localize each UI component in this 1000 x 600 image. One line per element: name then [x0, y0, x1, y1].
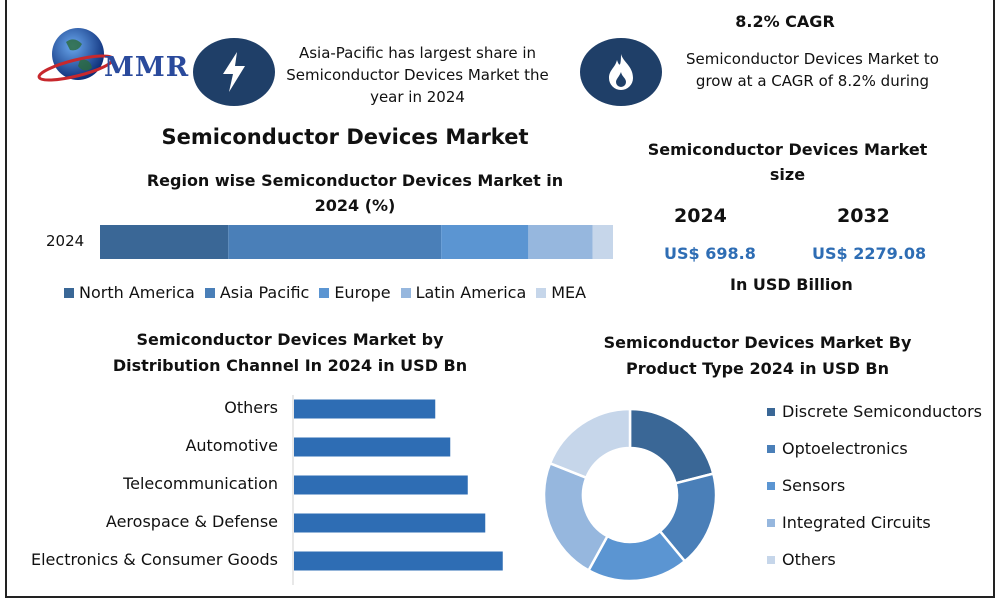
legend-swatch	[767, 444, 775, 453]
region-bar-segment-asia-pacific	[228, 225, 442, 259]
region-bar-segment-mea	[592, 225, 613, 259]
legend-label: Asia Pacific	[219, 283, 310, 302]
channel-chart-title: Semiconductor Devices Market by Distribu…	[112, 330, 468, 375]
flame-icon	[609, 54, 633, 90]
logo-text: MMR	[104, 52, 190, 83]
channel-label-electronics-and-consumer-goods: Electronics & Consumer Goods	[31, 550, 278, 569]
channel-label-automotive: Automotive	[185, 436, 278, 455]
channel-bar-automotive	[294, 437, 451, 457]
legend-label: Europe	[334, 283, 391, 302]
region-bar-segment-europe	[441, 225, 529, 259]
region-legend-item-mea: MEA	[536, 283, 586, 302]
cagr-text: Semiconductor Devices Market to grow at …	[685, 50, 939, 90]
legend-swatch	[767, 518, 775, 527]
header-left-text: Asia-Pacific has largest share in Semico…	[286, 44, 549, 106]
legend-label: Latin America	[415, 283, 527, 302]
region-bar-segment-north-america	[100, 225, 229, 259]
legend-swatch	[767, 555, 775, 564]
channel-bar-telecommunication	[294, 475, 468, 495]
region-bar-segment-latin-america	[528, 225, 593, 259]
market-size-title: Semiconductor Devices Market size	[647, 140, 928, 184]
region-legend-item-north-america: North America	[64, 283, 195, 302]
lightning-icon	[223, 52, 245, 92]
product-legend-item-sensors: Sensors	[767, 476, 845, 495]
legend-swatch	[536, 287, 547, 298]
cagr-title: 8.2% CAGR	[735, 12, 835, 31]
main-title: Semiconductor Devices Market	[161, 125, 529, 149]
legend-swatch	[767, 407, 775, 416]
legend-swatch	[400, 287, 411, 298]
region-legend-item-latin-america: Latin America	[400, 283, 527, 302]
market-size-year-2032: 2032	[837, 205, 890, 227]
legend-label: Integrated Circuits	[782, 513, 931, 532]
channel-category-labels: Others Automotive Telecommunication Aerospa…	[20, 395, 278, 585]
legend-label: Others	[782, 550, 836, 569]
region-legend-item-asia-pacific: Asia Pacific	[204, 283, 310, 302]
legend-label: Sensors	[782, 476, 846, 495]
market-size-year-2024: 2024	[674, 205, 727, 227]
region-chart-category: 2024	[46, 232, 85, 250]
lightning-icon-badge	[193, 38, 275, 106]
channel-label-aerospace-and-defense: Aerospace & Defense	[105, 512, 278, 531]
legend-label: North America	[79, 283, 195, 302]
infographic-frame	[5, 0, 995, 598]
market-size-value-2032: US$ 2279.08	[812, 244, 927, 263]
product-chart-title: Semiconductor Devices Market By Product …	[603, 333, 912, 378]
legend-label: Optoelectronics	[782, 439, 908, 458]
market-size-value-2024: US$ 698.8	[664, 244, 756, 263]
channel-label-others: Others	[224, 398, 278, 417]
region-stacked-bar	[100, 225, 613, 259]
legend-swatch	[767, 481, 775, 490]
product-donut-chart	[542, 407, 718, 583]
channel-bar-others	[294, 399, 436, 419]
product-legend-item-others: Others	[767, 550, 836, 569]
legend-swatch	[204, 287, 215, 298]
product-legend-item-discrete-semiconductors: Discrete Semiconductors	[767, 402, 982, 421]
channel-bar-chart	[292, 395, 503, 585]
legend-label: MEA	[551, 283, 587, 302]
flame-icon-badge	[580, 38, 662, 106]
region-legend-item-europe: Europe	[319, 283, 391, 302]
donut-slice-integrated-circuits	[542, 461, 610, 573]
region-chart-title: Region wise Semiconductor Devices Market…	[146, 171, 564, 215]
product-legend: Discrete Semiconductors Optoelectronics Se…	[767, 400, 992, 590]
region-legend: North America Asia Pacific Europe Latin Ame…	[64, 283, 624, 302]
legend-swatch	[319, 287, 330, 298]
product-legend-item-integrated-circuits: Integrated Circuits	[767, 513, 931, 532]
logo: MMR	[36, 20, 196, 92]
product-legend-item-optoelectronics: Optoelectronics	[767, 439, 908, 458]
legend-label: Discrete Semiconductors	[782, 402, 982, 421]
market-size-unit: In USD Billion	[730, 275, 853, 294]
channel-label-telecommunication: Telecommunication	[123, 474, 278, 493]
donut-slice-others	[548, 407, 632, 480]
channel-bar-aerospace-and-defense	[294, 513, 486, 533]
legend-swatch	[64, 287, 74, 298]
globe-logo-icon	[37, 28, 115, 82]
donut-slice-discrete-semiconductors	[628, 407, 715, 485]
channel-bar-electronics-and-consumer-goods	[294, 551, 503, 571]
